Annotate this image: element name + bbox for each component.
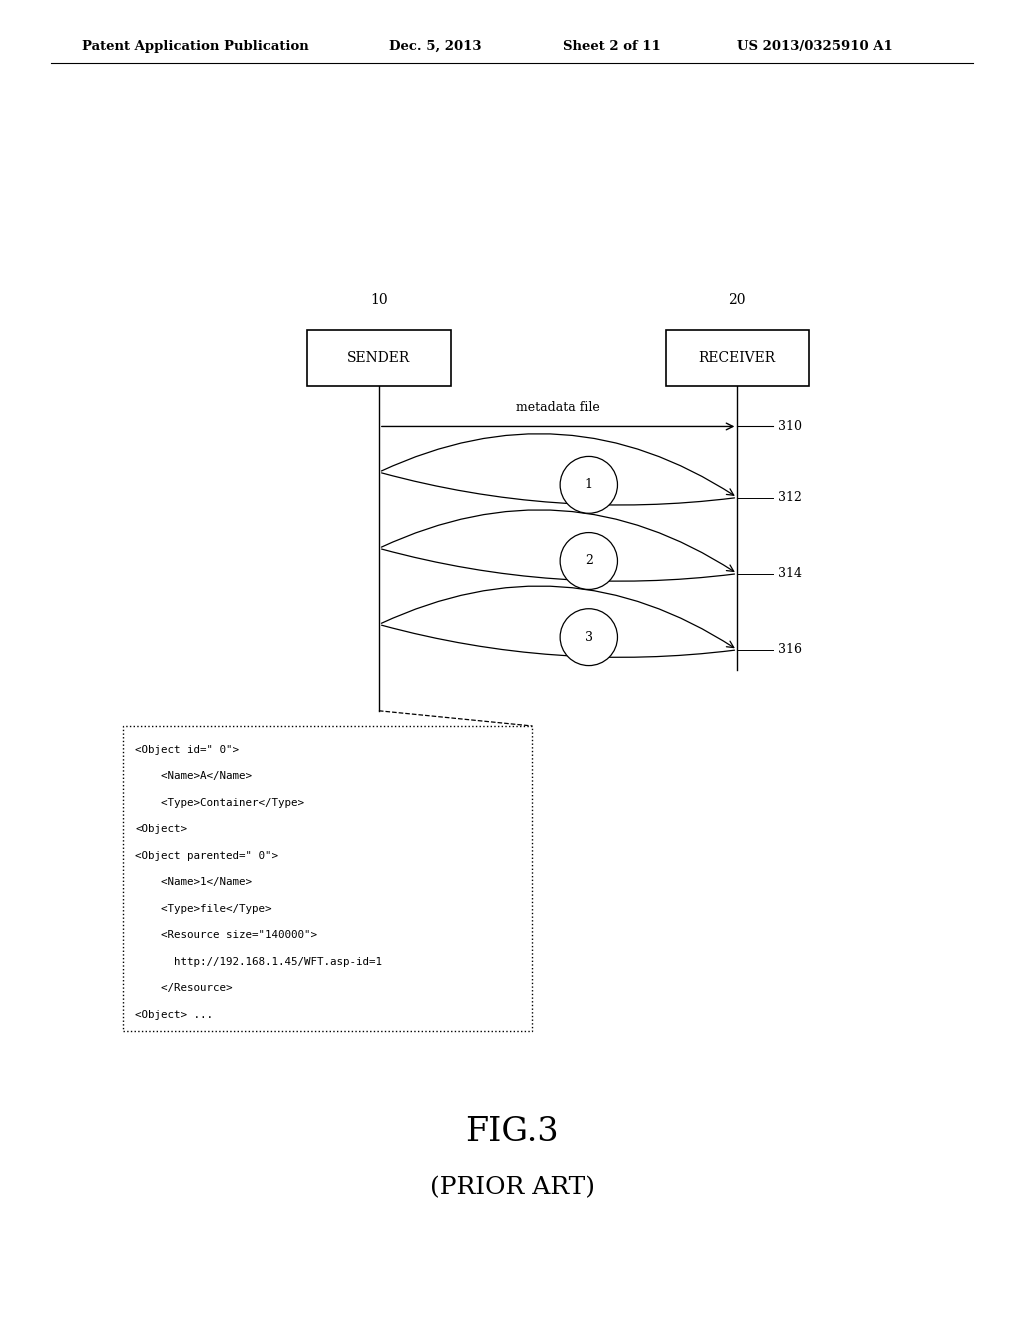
- Circle shape: [560, 609, 617, 665]
- Text: 3: 3: [585, 631, 593, 644]
- Text: (PRIOR ART): (PRIOR ART): [429, 1176, 595, 1200]
- Text: <Object parented=" 0">: <Object parented=" 0">: [135, 851, 279, 861]
- FancyArrowPatch shape: [381, 510, 734, 572]
- Text: http://192.168.1.45/WFT.asp-id=1: http://192.168.1.45/WFT.asp-id=1: [135, 957, 382, 966]
- Circle shape: [560, 457, 617, 513]
- Text: FIG.3: FIG.3: [465, 1117, 559, 1148]
- Circle shape: [560, 532, 617, 590]
- Text: <Type>Container</Type>: <Type>Container</Type>: [135, 797, 304, 808]
- Text: 316: 316: [778, 643, 802, 656]
- Text: 312: 312: [778, 491, 802, 504]
- Text: Sheet 2 of 11: Sheet 2 of 11: [563, 40, 660, 53]
- FancyBboxPatch shape: [123, 726, 532, 1031]
- Text: 314: 314: [778, 568, 802, 581]
- Text: <Name>A</Name>: <Name>A</Name>: [135, 771, 252, 781]
- Text: metadata file: metadata file: [516, 401, 600, 414]
- Text: <Type>file</Type>: <Type>file</Type>: [135, 904, 271, 913]
- Text: 310: 310: [778, 420, 802, 433]
- FancyArrowPatch shape: [382, 549, 734, 581]
- FancyArrowPatch shape: [381, 586, 734, 648]
- FancyBboxPatch shape: [666, 330, 809, 385]
- Text: </Resource>: </Resource>: [135, 983, 232, 993]
- Text: 20: 20: [728, 293, 746, 306]
- Text: 10: 10: [370, 293, 388, 306]
- Text: SENDER: SENDER: [347, 351, 411, 364]
- FancyArrowPatch shape: [382, 473, 734, 506]
- Text: <Name>1</Name>: <Name>1</Name>: [135, 878, 252, 887]
- Text: <Object>: <Object>: [135, 824, 187, 834]
- Text: US 2013/0325910 A1: US 2013/0325910 A1: [737, 40, 893, 53]
- FancyBboxPatch shape: [307, 330, 451, 385]
- FancyArrowPatch shape: [382, 626, 734, 657]
- Text: RECEIVER: RECEIVER: [698, 351, 776, 364]
- Text: Patent Application Publication: Patent Application Publication: [82, 40, 308, 53]
- FancyArrowPatch shape: [381, 434, 734, 495]
- Text: <Object id=" 0">: <Object id=" 0">: [135, 744, 240, 755]
- Text: 1: 1: [585, 478, 593, 491]
- Text: Dec. 5, 2013: Dec. 5, 2013: [389, 40, 481, 53]
- Text: 2: 2: [585, 554, 593, 568]
- Text: <Object> ...: <Object> ...: [135, 1010, 213, 1020]
- Text: <Resource size="140000">: <Resource size="140000">: [135, 931, 317, 940]
